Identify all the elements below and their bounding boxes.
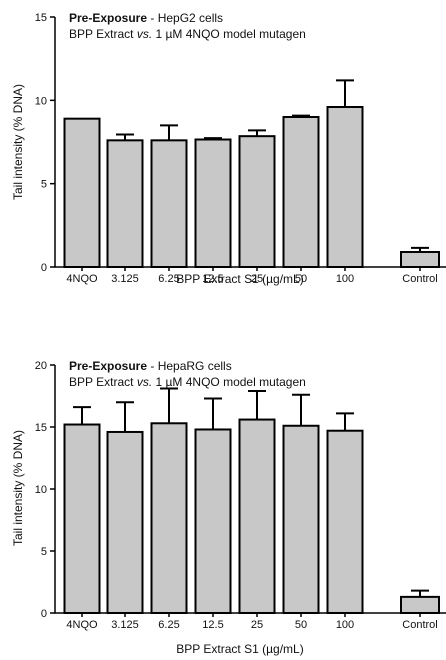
x-tick-label: 6.25 xyxy=(158,273,179,285)
y-tick-label: 15 xyxy=(35,12,47,24)
y-tick-label: 5 xyxy=(41,546,47,558)
x-tick-label: Control xyxy=(402,273,437,285)
x-tick-label: 12.5 xyxy=(202,273,223,285)
axes xyxy=(54,17,446,268)
y-tick-label: 0 xyxy=(41,262,47,274)
x-tick-label: 100 xyxy=(336,273,354,285)
bar xyxy=(400,595,440,615)
chart-subtitle: BPP Extract vs. 1 µM 4NQO model mutagen xyxy=(69,27,306,41)
bar xyxy=(326,429,364,614)
bar xyxy=(194,138,232,268)
bar xyxy=(106,139,144,268)
bar xyxy=(150,139,188,268)
y-tick-label: 10 xyxy=(35,484,47,496)
y-tick-label: 15 xyxy=(35,422,47,434)
chart-title: Pre-Exposure - HepG2 cells xyxy=(69,11,223,25)
chart-title: Pre-Exposure - HepaRG cells xyxy=(69,359,232,373)
x-tick-label: 25 xyxy=(251,619,263,631)
y-tick-label: 0 xyxy=(41,608,47,620)
x-ticks: 4NQO 3.125 6.25 12.5 25 50 100 Control xyxy=(66,613,438,631)
bar xyxy=(238,418,276,614)
panel-hepg2: Pre-Exposure - HepG2 cells BPP Extract v… xyxy=(11,11,446,286)
bar xyxy=(400,251,440,268)
x-tick-label: Control xyxy=(402,619,437,631)
x-axis-label: BPP Extract S1 (µg/mL) xyxy=(176,272,303,286)
y-ticks: 0 5 10 15 xyxy=(35,12,55,274)
bars xyxy=(63,79,440,268)
panel-heparg: Pre-Exposure - HepaRG cells BPP Extract … xyxy=(11,359,446,656)
y-ticks: 0 5 10 15 20 xyxy=(35,360,55,620)
bar xyxy=(150,422,188,614)
x-tick-label: 3.125 xyxy=(111,619,139,631)
x-tick-label: 3.125 xyxy=(111,273,139,285)
axes xyxy=(54,365,446,614)
x-tick-label: 4NQO xyxy=(66,273,98,285)
y-tick-label: 5 xyxy=(41,179,47,191)
y-axis-label: Tail intensity (% DNA) xyxy=(11,430,25,546)
x-tick-label: 12.5 xyxy=(202,619,223,631)
chart-subtitle: BPP Extract vs. 1 µM 4NQO model mutagen xyxy=(69,375,306,389)
x-tick-label: 4NQO xyxy=(66,619,98,631)
bar xyxy=(326,106,364,268)
bar xyxy=(282,116,320,268)
x-axis-label: BPP Extract S1 (µg/mL) xyxy=(176,642,303,656)
y-axis-label: Tail intensity (% DNA) xyxy=(11,84,25,200)
x-tick-label: 6.25 xyxy=(158,619,179,631)
bar xyxy=(282,424,320,615)
bars xyxy=(63,387,440,615)
bar xyxy=(106,430,144,614)
y-tick-label: 20 xyxy=(35,360,47,372)
bar xyxy=(194,428,232,615)
x-tick-label: 50 xyxy=(295,619,307,631)
bar xyxy=(63,117,101,268)
x-tick-label: 25 xyxy=(251,273,263,285)
x-tick-label: 100 xyxy=(336,619,354,631)
x-ticks: 4NQO 3.125 6.25 12.5 25 50 100 Control xyxy=(66,267,438,285)
bar xyxy=(63,423,101,614)
y-tick-label: 10 xyxy=(35,95,47,107)
x-tick-label: 50 xyxy=(295,273,307,285)
bar xyxy=(238,135,276,268)
